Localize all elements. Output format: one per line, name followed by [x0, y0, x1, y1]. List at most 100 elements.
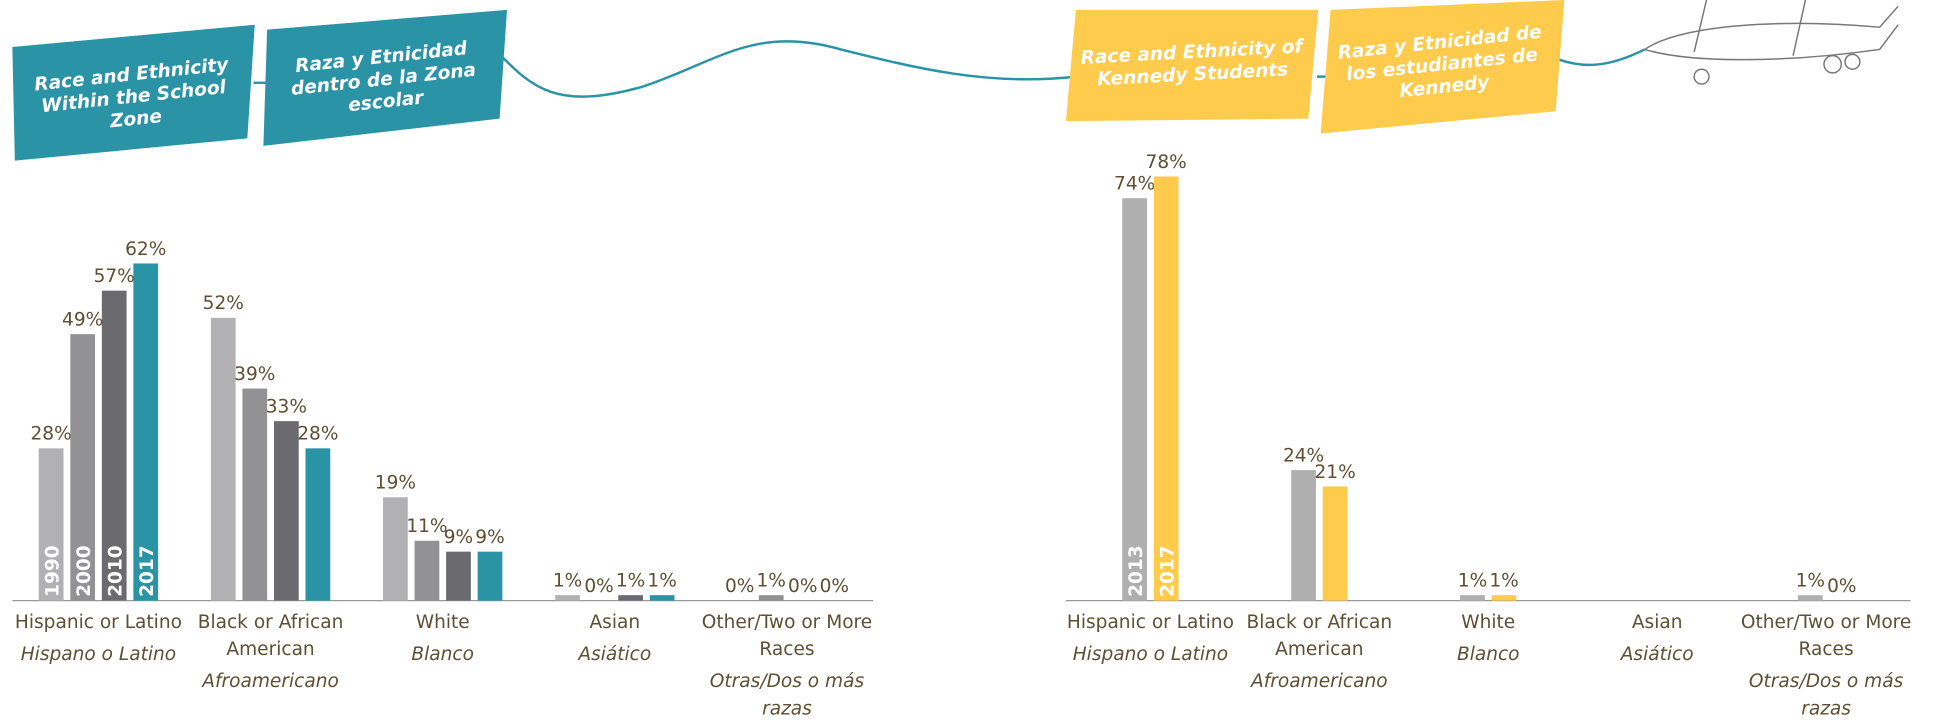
- value-label: 28%: [31, 424, 72, 445]
- series-label: 2000: [74, 545, 95, 597]
- value-label: 78%: [1146, 152, 1187, 173]
- label-box: Asian Asiático: [1568, 608, 1746, 667]
- airplane: [1644, 0, 1899, 85]
- label-box: White Blanco: [354, 608, 532, 667]
- banner: [1320, 0, 1565, 134]
- value-label: 1%: [616, 571, 645, 592]
- value-label: 0%: [1827, 576, 1856, 597]
- bar: [649, 595, 675, 601]
- category-en: Other/Two or More Races: [1740, 610, 1912, 660]
- bar: [555, 595, 580, 601]
- value-label: 49%: [62, 310, 103, 331]
- bar: [101, 290, 127, 601]
- banner-title: Race and Ethnicity of Kennedy Students: [1079, 35, 1304, 91]
- bar: [1322, 486, 1348, 601]
- label-box: Asian Asiático: [526, 608, 704, 667]
- category-es: Otras/Dos o más razas: [1748, 669, 1904, 719]
- category-label: White Blanco: [354, 608, 532, 667]
- bar: [1491, 595, 1517, 601]
- label-box: Other/Two or More Races Otras/Dos o más r…: [1737, 608, 1915, 719]
- category-label: Asian Asiático: [526, 608, 704, 667]
- value-label: 74%: [1114, 174, 1155, 195]
- label-box: Black or African American Afroamericano: [1230, 608, 1408, 695]
- category-label: Hispanic or Latino Hispano o Latino: [9, 608, 187, 667]
- bar: [1460, 595, 1485, 601]
- label-box: Other/Two or More Races Otras/Dos o más r…: [702, 610, 872, 719]
- banner: [263, 9, 508, 146]
- category-en: Asian: [589, 610, 641, 633]
- category-en: Black or African American: [1246, 610, 1393, 660]
- category-es: Hispano o Latino: [20, 642, 177, 665]
- label-box: Black or African American Afroamericano: [182, 608, 360, 695]
- value-label: 39%: [234, 364, 275, 385]
- category-es: Blanco: [1456, 642, 1520, 665]
- value-label: 0%: [584, 576, 613, 597]
- category-label: Other/Two or More Races Otras/Dos o más r…: [1737, 608, 1915, 719]
- banner-title: Race and Ethnicity Within the School Zon…: [33, 52, 230, 132]
- value-label: 9%: [444, 527, 473, 548]
- category-en: Hispanic or Latino: [14, 610, 182, 633]
- value-label: 33%: [266, 397, 307, 418]
- value-label: 1%: [1489, 571, 1518, 592]
- value-label: 9%: [475, 527, 504, 548]
- category-label: Asian Asiático: [1568, 608, 1746, 667]
- category-es: Otras/Dos o más razas: [709, 669, 865, 719]
- banner-string: [253, 40, 1646, 98]
- bar: [1122, 198, 1148, 601]
- bar: [618, 595, 643, 601]
- category-label: White Blanco: [1399, 608, 1577, 667]
- category-es: Asiático: [1620, 642, 1694, 665]
- series-label: 2010: [106, 545, 127, 597]
- bar: [38, 448, 64, 601]
- series-label: 2017: [137, 545, 158, 597]
- bar: [758, 595, 784, 601]
- banner-title: Raza y Etnicidad dentro de la Zona escol…: [289, 36, 477, 116]
- label-box: Hispanic or Latino Hispano o Latino: [9, 608, 187, 667]
- category-en: Black or African American: [197, 610, 344, 660]
- value-label: 1%: [757, 571, 786, 592]
- value-label: 1%: [553, 571, 582, 592]
- category-es: Blanco: [411, 642, 474, 665]
- value-label: 57%: [94, 266, 135, 287]
- category-label: Black or African American Afroamericano: [182, 608, 360, 695]
- bar: [383, 497, 408, 601]
- value-label: 28%: [297, 424, 338, 445]
- label-box: White Blanco: [1399, 608, 1577, 667]
- value-label: 1%: [1796, 571, 1825, 592]
- category-es: Hispano o Latino: [1072, 642, 1229, 665]
- category-es: Asiático: [578, 642, 652, 665]
- category-en: Asian: [1631, 610, 1683, 633]
- label-box: Race and Ethnicity of Kennedy Students: [1079, 35, 1304, 91]
- value-label: 62%: [125, 239, 166, 260]
- value-label: 11%: [406, 516, 447, 537]
- value-label: 0%: [725, 576, 754, 597]
- bar: [305, 448, 331, 601]
- label-box: Hispanic or Latino Hispano o Latino: [1061, 608, 1239, 667]
- value-label: 0%: [788, 576, 817, 597]
- category-en: White: [415, 610, 470, 633]
- value-label: 24%: [1283, 445, 1324, 466]
- value-label: 19%: [375, 473, 416, 494]
- bar: [1797, 595, 1823, 601]
- bar: [414, 540, 440, 601]
- value-label: 0%: [820, 576, 849, 597]
- category-label: Hispanic or Latino Hispano o Latino: [1061, 608, 1239, 667]
- category-en: White: [1461, 610, 1516, 633]
- category-es: Afroamericano: [1251, 669, 1388, 693]
- bar: [446, 551, 471, 601]
- label-box: Race and Ethnicity Within the School Zon…: [33, 52, 230, 132]
- bar: [242, 388, 268, 601]
- banner: [1065, 9, 1319, 122]
- label-box: Raza y Etnicidad dentro de la Zona escol…: [289, 36, 477, 116]
- label-box: Raza y Etnicidad de los estudiantes de K…: [1336, 19, 1543, 102]
- value-label: 52%: [203, 293, 244, 314]
- series-label: 2017: [1158, 545, 1179, 597]
- value-label: 1%: [1458, 571, 1487, 592]
- category-label: Black or African American Afroamericano: [1230, 608, 1408, 695]
- value-label: 21%: [1314, 462, 1355, 483]
- bar: [1153, 176, 1179, 601]
- bar: [70, 334, 96, 601]
- banner-title: Raza y Etnicidad de los estudiantes de K…: [1336, 19, 1543, 102]
- bar: [1291, 470, 1316, 601]
